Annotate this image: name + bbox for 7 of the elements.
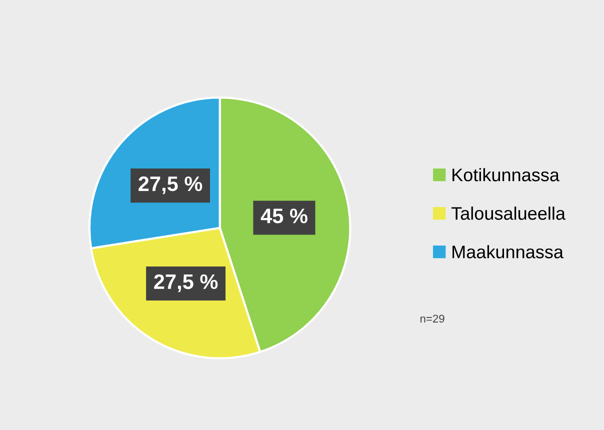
data-label: 45 % — [260, 208, 308, 224]
legend-label: Talousalueella — [451, 206, 566, 220]
data-label: 27,5 % — [154, 274, 218, 292]
legend-label: Kotikunnassa — [452, 168, 560, 182]
data-label: 27,5 % — [138, 176, 202, 194]
text: n=29 — [420, 314, 444, 323]
legend-label: Maakunnassa — [452, 245, 564, 258]
